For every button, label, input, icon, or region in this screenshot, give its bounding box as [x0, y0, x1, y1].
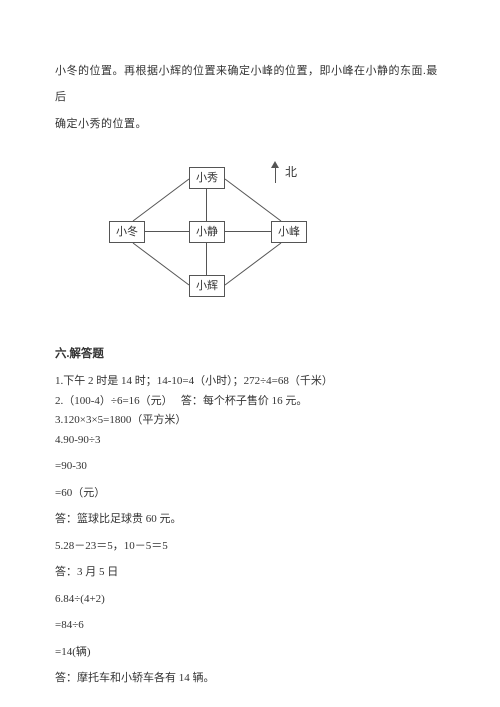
node-left: 小冬 — [109, 221, 145, 243]
answer-line-2: 2.（100-4）÷6=16（元） 答：每个杯子售价 16 元。 — [55, 393, 445, 410]
edge-left-center — [145, 231, 189, 232]
edge-center-right — [225, 231, 271, 232]
node-right: 小峰 — [271, 221, 307, 243]
answer-block: 1.下午 2 时是 14 时；14-10=4（小时）；272÷4=68（千米） 2… — [55, 373, 445, 687]
answer-spaced-line-9: 答：摩托车和小轿车各有 14 辆。 — [55, 670, 445, 687]
answer-line-1: 1.下午 2 时是 14 时；14-10=4（小时）；272÷4=68（千米） — [55, 373, 445, 390]
intro-line-1: 小冬的位置。再根据小辉的位置来确定小峰的位置，即小峰在小静的东面.最后 — [55, 65, 438, 103]
answer-line-4: 4.90-90÷3 — [55, 432, 445, 449]
edge-right-bottom — [225, 243, 281, 285]
edge-top-right — [225, 179, 281, 221]
answer-spaced-line-6: 6.84÷(4+2) — [55, 591, 445, 608]
node-top: 小秀 — [189, 167, 225, 189]
answer-spaced-line-4: 5.28－23＝5，10－5＝5 — [55, 538, 445, 555]
answer-line-3: 3.120×3×5=1800（平方米） — [55, 412, 445, 429]
answer-spaced-line-2: =60（元） — [55, 485, 445, 502]
answer-spaced-line-3: 答：篮球比足球贵 60 元。 — [55, 511, 445, 528]
answer-tight-group: 1.下午 2 时是 14 时；14-10=4（小时）；272÷4=68（千米） 2… — [55, 373, 445, 448]
answer-spaced-group: =90-30 =60（元） 答：篮球比足球贵 60 元。 5.28－23＝5，10－5… — [55, 458, 445, 687]
intro-paragraph: 小冬的位置。再根据小辉的位置来确定小峰的位置，即小峰在小静的东面.最后 确定小秀… — [55, 58, 445, 137]
edge-top-left — [133, 179, 189, 221]
intro-line-2: 确定小秀的位置。 — [55, 118, 147, 130]
edge-center-bottom — [206, 243, 207, 275]
position-diagram: 北 小秀小冬小静小峰小辉 — [95, 157, 355, 317]
page: 小冬的位置。再根据小辉的位置来确定小峰的位置，即小峰在小静的东面.最后 确定小秀… — [0, 0, 500, 707]
section-title: 六.解答题 — [55, 345, 445, 361]
node-bottom: 小辉 — [189, 275, 225, 297]
answer-spaced-line-1: =90-30 — [55, 458, 445, 475]
answer-spaced-line-5: 答：3 月 5 日 — [55, 564, 445, 581]
answer-spaced-line-8: =14(辆) — [55, 644, 445, 661]
node-center: 小静 — [189, 221, 225, 243]
edge-left-bottom — [133, 243, 189, 285]
answer-spaced-line-7: =84÷6 — [55, 617, 445, 634]
edge-top-center — [206, 189, 207, 221]
